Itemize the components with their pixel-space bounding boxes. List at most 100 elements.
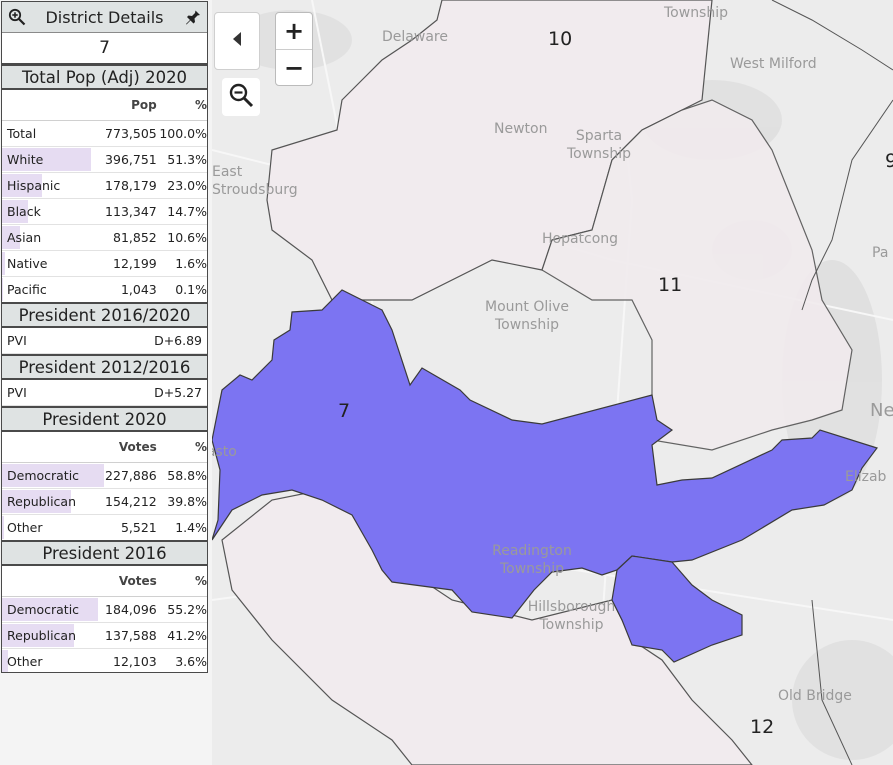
- magnifier-minus-icon: [228, 82, 254, 112]
- district-map[interactable]: Township Delaware West Milford Newton Sp…: [212, 0, 893, 765]
- percent-bar: [2, 174, 43, 197]
- table-row: Asian 81,852 10.6%: [2, 225, 207, 251]
- percent-bar: [2, 226, 21, 249]
- row-value: 5,521: [120, 520, 157, 535]
- place-label: East Stroudsburg: [212, 164, 298, 198]
- table-row: White 396,751 51.3%: [2, 147, 207, 173]
- panel-titlebar: District Details: [2, 2, 207, 33]
- column-header-pct: %: [194, 574, 207, 588]
- percent-bar: [2, 650, 9, 672]
- district-label-12: 12: [750, 716, 775, 738]
- district-7-lobe: [611, 555, 743, 663]
- row-value: 12,103: [113, 654, 157, 669]
- table-row: Democratic 227,886 58.8%: [2, 463, 207, 489]
- row-pct: 3.6%: [175, 654, 207, 669]
- district-label-11: 11: [658, 274, 683, 296]
- district-label-7: 7: [338, 400, 351, 422]
- place-label: Ne: [870, 402, 893, 420]
- row-value: 396,751: [105, 152, 157, 167]
- column-header-row: Votes %: [2, 566, 207, 597]
- place-label: Mount Olive Township: [484, 299, 570, 333]
- table-row: Republican 137,588 41.2%: [2, 623, 207, 649]
- percent-bar: [2, 624, 74, 647]
- column-header-pct: %: [194, 440, 207, 454]
- row-value: 154,212: [105, 494, 157, 509]
- percent-bar: [2, 490, 72, 513]
- percent-bar: [2, 516, 5, 539]
- place-label: Hillsborough Township: [527, 599, 616, 633]
- column-header-votes: Votes: [118, 440, 157, 454]
- zoom-to-district-icon[interactable]: [8, 8, 26, 26]
- row-pct: 55.2%: [167, 602, 207, 617]
- place-label: Pa: [872, 245, 889, 261]
- row-value: 773,505: [105, 126, 157, 141]
- table-row: Total 773,505 100.0%: [2, 121, 207, 147]
- column-header-row: Votes %: [2, 432, 207, 463]
- row-value: 81,852: [113, 230, 157, 245]
- row-pct: 41.2%: [167, 628, 207, 643]
- collapse-panel-button[interactable]: [214, 12, 260, 70]
- place-label: Sparta Township: [566, 128, 631, 162]
- pvi-label: PVI: [7, 333, 27, 348]
- row-label: Hispanic: [7, 178, 61, 193]
- place-label: West Milford: [730, 56, 817, 72]
- percent-bar: [2, 200, 28, 223]
- table-row: Democratic 184,096 55.2%: [2, 597, 207, 623]
- president-2016-table: Democratic 184,096 55.2% Republican 137,588 4…: [2, 597, 207, 672]
- district-label-10: 10: [548, 28, 573, 50]
- row-value: 1,043: [120, 282, 157, 297]
- row-pct: 58.8%: [167, 468, 207, 483]
- row-label: Republican: [7, 494, 77, 509]
- row-label: Other: [7, 520, 43, 535]
- row-value: 113,347: [105, 204, 157, 219]
- row-pct: 39.8%: [167, 494, 207, 509]
- chevron-left-icon: [230, 31, 244, 51]
- row-pct: 1.4%: [175, 520, 207, 535]
- row-label: Asian: [7, 230, 42, 245]
- table-row: Native 12,199 1.6%: [2, 251, 207, 277]
- row-label: Native: [7, 256, 48, 271]
- row-pct: 100.0%: [159, 126, 207, 141]
- section-heading-president-2012-2016: President 2012/2016: [2, 354, 207, 380]
- zoom-in-button[interactable]: +: [283, 17, 305, 45]
- zoom-out-button[interactable]: −: [276, 49, 312, 85]
- section-heading-president-2016-2020: President 2016/2020: [2, 302, 207, 328]
- district-details-panel: District Details 7 Total Pop (Adj) 2020 …: [0, 0, 212, 765]
- row-label: Democratic: [7, 602, 80, 617]
- row-value: 178,179: [105, 178, 157, 193]
- table-row: Other 12,103 3.6%: [2, 649, 207, 672]
- place-label: Old Bridge: [778, 688, 852, 704]
- column-header-votes: Votes: [118, 574, 157, 588]
- district-11-shape[interactable]: [541, 99, 853, 451]
- table-row: Republican 154,212 39.8%: [2, 489, 207, 515]
- place-label: Delaware: [382, 29, 448, 45]
- row-value: 184,096: [105, 602, 157, 617]
- district-7-shape[interactable]: [212, 289, 878, 619]
- column-header-row: Pop %: [2, 90, 207, 121]
- district-details-box: District Details 7 Total Pop (Adj) 2020 …: [1, 1, 208, 673]
- percent-bar: [2, 464, 105, 487]
- place-label: Township: [664, 5, 729, 21]
- zoom-to-fit-button[interactable]: [222, 78, 260, 116]
- percent-bar: [2, 148, 92, 171]
- row-pct: 0.1%: [175, 282, 207, 297]
- row-label: Black: [7, 204, 41, 219]
- pin-icon[interactable]: [185, 8, 201, 26]
- place-label: Readington Township: [492, 543, 572, 577]
- row-pct: 51.3%: [167, 152, 207, 167]
- district-label-9: 9: [885, 150, 893, 172]
- pvi-value: D+6.89: [154, 333, 202, 348]
- section-heading-total-pop: Total Pop (Adj) 2020: [2, 64, 207, 90]
- row-label: Republican: [7, 628, 77, 643]
- place-label: Hopatcong: [542, 231, 619, 247]
- row-pct: 23.0%: [167, 178, 207, 193]
- column-header-pop: Pop: [131, 98, 157, 112]
- map-canvas[interactable]: [212, 0, 893, 765]
- row-pct: 1.6%: [175, 256, 207, 271]
- table-row: Other 5,521 1.4%: [2, 515, 207, 540]
- section-heading-president-2016: President 2016: [2, 540, 207, 566]
- table-row: Pacific 1,043 0.1%: [2, 277, 207, 302]
- place-label: Newton: [494, 121, 548, 137]
- table-row: Black 113,347 14.7%: [2, 199, 207, 225]
- row-label: Democratic: [7, 468, 80, 483]
